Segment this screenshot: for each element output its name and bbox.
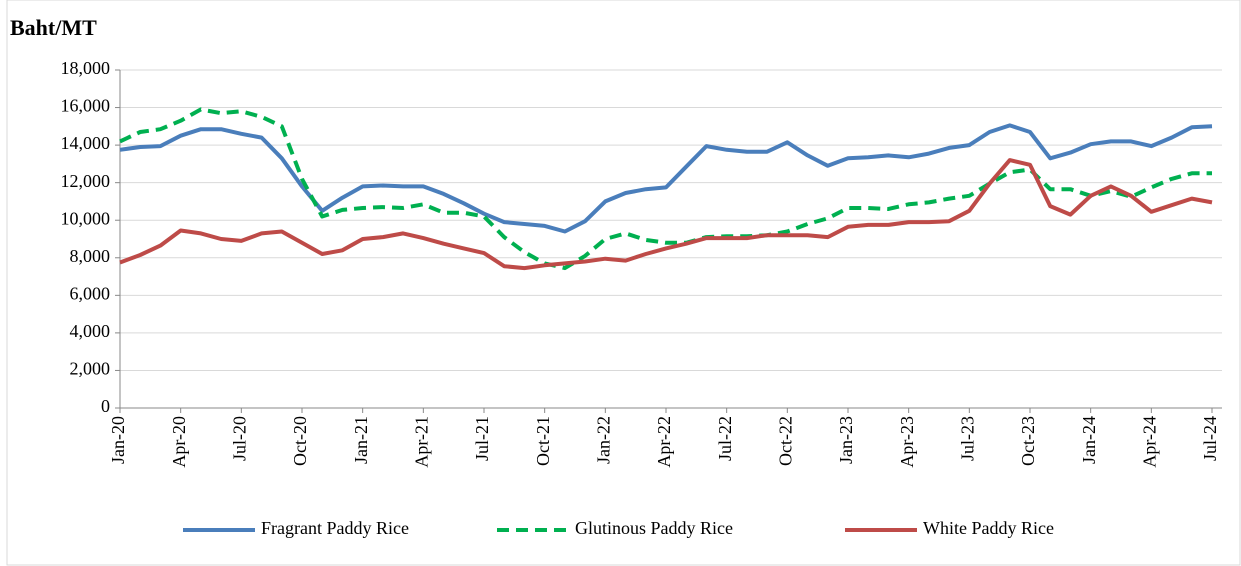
x-tick-label: Apr-22 xyxy=(654,416,674,468)
x-tick-label: Jul-24 xyxy=(1200,416,1220,461)
x-tick-label: Apr-20 xyxy=(169,416,189,468)
x-tick-label: Oct-22 xyxy=(775,416,795,466)
x-tick-label: Apr-21 xyxy=(411,416,431,468)
x-tick-label: Apr-24 xyxy=(1139,416,1159,468)
y-tick-label: 8,000 xyxy=(70,246,111,266)
y-tick-label: 16,000 xyxy=(61,96,111,116)
x-tick-label: Oct-21 xyxy=(533,416,553,466)
legend-label: Glutinous Paddy Rice xyxy=(575,518,733,538)
y-tick-label: 14,000 xyxy=(61,133,111,153)
frame xyxy=(6,0,1241,566)
y-tick-label: 6,000 xyxy=(70,283,111,303)
y-tick-label: 12,000 xyxy=(61,171,111,191)
x-tick-label: Jan-22 xyxy=(593,416,613,464)
x-tick-label: Jul-21 xyxy=(472,416,492,461)
y-tick-label: 0 xyxy=(101,396,110,416)
x-tick-label: Jan-24 xyxy=(1079,416,1099,464)
x-tick-label: Oct-23 xyxy=(1018,416,1038,466)
x-tick-label: Jan-21 xyxy=(351,416,371,464)
x-tick-label: Jan-20 xyxy=(108,416,128,464)
y-tick-label: 2,000 xyxy=(70,359,111,379)
x-tick-label: Oct-20 xyxy=(290,416,310,466)
x-tick-label: Jul-23 xyxy=(957,416,977,461)
x-tick-label: Jan-23 xyxy=(836,416,856,464)
series-line xyxy=(119,107,1212,271)
x-tick-label: Jul-20 xyxy=(229,416,249,461)
y-tick-label: 10,000 xyxy=(61,208,111,228)
x-tick-label: Apr-23 xyxy=(897,416,917,468)
series-line xyxy=(119,158,1213,271)
y-tick-label: 18,000 xyxy=(61,58,111,78)
legend-label: White Paddy Rice xyxy=(923,518,1054,538)
series-line xyxy=(119,123,1213,234)
legend-label: Fragrant Paddy Rice xyxy=(261,518,409,538)
x-tick-label: Jul-22 xyxy=(715,416,735,461)
y-tick-label: 4,000 xyxy=(70,321,111,341)
y-axis-label: Baht/MT xyxy=(10,15,97,40)
